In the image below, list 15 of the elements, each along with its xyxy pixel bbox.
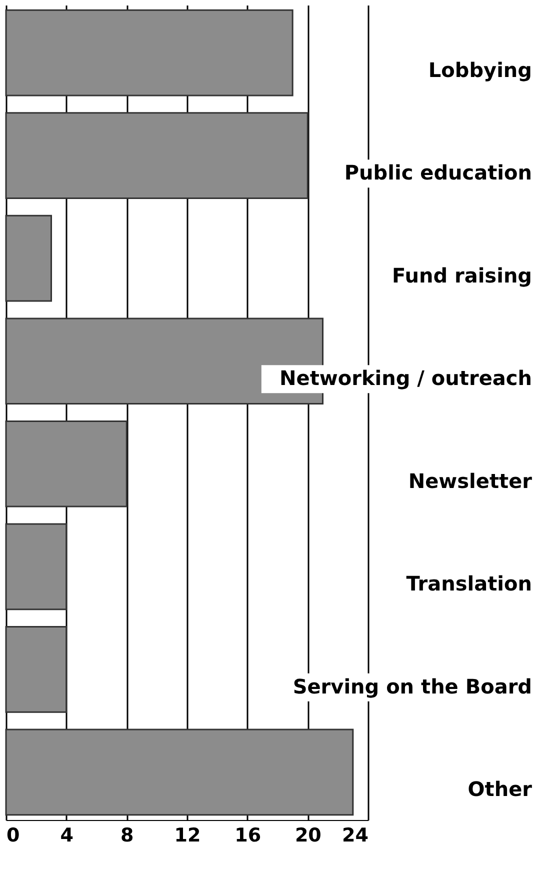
x-tick-label: 24 — [342, 824, 368, 846]
y-tick-label: Networking / outreach — [280, 366, 532, 390]
y-tick-label: Serving on the Board — [292, 674, 532, 698]
x-tick-label: 8 — [120, 824, 134, 846]
y-tick-label: Public education — [344, 160, 532, 185]
y-tick-label: Other — [468, 777, 532, 802]
y-tick-label: Newsletter — [408, 468, 532, 493]
y-tick-label: Translation — [406, 572, 532, 596]
y-tick-label: Fund raising — [392, 263, 532, 288]
x-tick-label: 4 — [60, 824, 74, 846]
x-tick-label: 16 — [234, 824, 262, 846]
x-tick-label: 12 — [174, 824, 201, 846]
x-tick-label: 20 — [294, 824, 322, 846]
x-tick-label: 0 — [6, 824, 20, 846]
y-tick-label: Lobbying — [428, 58, 532, 82]
